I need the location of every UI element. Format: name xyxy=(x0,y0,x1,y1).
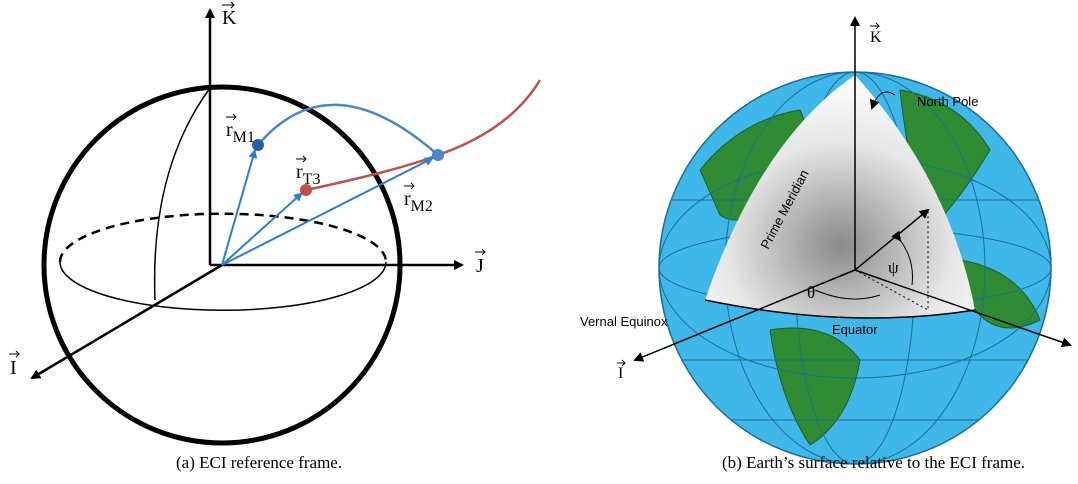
subscript: T3 xyxy=(303,171,321,188)
figure: K J I rM1 rT3 rM2 (a) ECI reference fram… xyxy=(0,0,1078,484)
vector-m1 xyxy=(222,150,255,265)
subscript: M2 xyxy=(411,198,433,215)
i-label: I xyxy=(10,357,17,379)
labels-a: K J I rM1 rT3 rM2 xyxy=(9,2,485,379)
meridian xyxy=(155,88,210,300)
psi: ψ xyxy=(888,258,899,277)
vector-label: rT3 xyxy=(296,161,320,188)
i-axis xyxy=(32,265,222,378)
north-pole: North Pole xyxy=(917,94,978,109)
vector-label: rM2 xyxy=(404,188,433,215)
theta: θ xyxy=(807,283,815,302)
vector-t3 xyxy=(222,193,302,265)
caption: (a) ECI reference frame. xyxy=(176,453,342,472)
caption: (b) Earth’s surface relative to the ECI … xyxy=(722,453,1025,472)
j-label: J xyxy=(476,255,484,277)
figure-b: K I North Pole Prime Meridian Vernal Equ… xyxy=(580,18,1070,472)
equator-back xyxy=(60,214,386,262)
blue-arc xyxy=(258,105,438,155)
vernal-equinox: Vernal Equinox xyxy=(580,314,668,329)
k-label: K xyxy=(870,29,882,46)
vector-label: rM1 xyxy=(226,119,255,146)
subscript: M1 xyxy=(233,129,255,146)
equator: Equator xyxy=(832,322,878,337)
equator-front xyxy=(60,262,386,310)
figure-a: K J I rM1 rT3 rM2 (a) ECI reference fram… xyxy=(9,2,540,472)
point-m2 xyxy=(432,149,444,161)
i-label: I xyxy=(618,365,623,382)
k-label: K xyxy=(222,7,237,29)
